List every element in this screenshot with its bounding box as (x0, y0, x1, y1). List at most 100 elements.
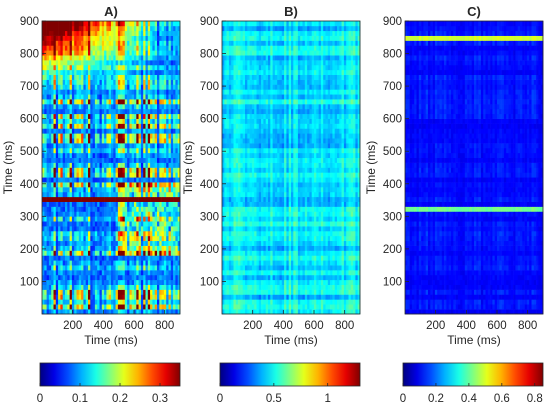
heatmap-cell (284, 265, 287, 271)
heatmap-cell (44, 270, 47, 276)
heatmap-cell (106, 255, 109, 261)
heatmap-cell (304, 255, 308, 261)
heatmap-cell (138, 94, 142, 100)
heatmap-cell (101, 99, 105, 105)
heatmap-cell (131, 74, 135, 80)
heatmap-cell (76, 196, 80, 202)
heatmap-cell (307, 206, 310, 212)
heatmap-cell (170, 133, 174, 139)
heatmap-cell (46, 201, 50, 207)
heatmap-cell (138, 309, 142, 315)
heatmap-cell (337, 270, 340, 276)
heatmap-cell (145, 265, 149, 271)
heatmap-cell (74, 172, 77, 178)
heatmap-cell (240, 226, 243, 232)
heatmap-cell (85, 187, 89, 193)
heatmap-cell (138, 206, 142, 212)
heatmap-cell (55, 113, 59, 119)
heatmap-cell (281, 304, 285, 310)
heatmap-cell (131, 235, 135, 242)
heatmap-cell (97, 250, 100, 256)
heatmap-cell (48, 172, 52, 178)
heatmap-cell (88, 30, 91, 36)
heatmap-cell (238, 279, 241, 285)
heatmap-cell (238, 299, 241, 305)
heatmap-cell (245, 235, 248, 242)
heatmap-cell (166, 250, 169, 256)
heatmap-cell (240, 201, 243, 207)
heatmap-cell (90, 235, 93, 242)
heatmap-cell (150, 64, 153, 71)
heatmap-cell (175, 230, 178, 237)
heatmap-cell (143, 128, 146, 134)
heatmap-cell (120, 123, 123, 129)
heatmap-cell (147, 191, 151, 198)
heatmap-cell (147, 64, 151, 71)
heatmap-cell (60, 201, 63, 207)
heatmap-cell (332, 284, 335, 290)
heatmap-cell (60, 147, 63, 154)
heatmap-cell (78, 240, 82, 246)
heatmap-cell (222, 309, 225, 315)
heatmap-cell (113, 128, 116, 134)
heatmap-cell (311, 206, 315, 212)
heatmap-cell (129, 35, 132, 41)
heatmap-cell (281, 211, 285, 217)
heatmap-cell (122, 196, 126, 202)
heatmap-cell (48, 245, 52, 251)
heatmap-cell (120, 221, 123, 227)
heatmap-cell (357, 270, 361, 276)
heatmap-cell (78, 89, 82, 95)
heatmap-cell (272, 226, 276, 232)
heatmap-cell (62, 21, 66, 27)
heatmap-cell (150, 79, 153, 85)
heatmap-cell (170, 60, 174, 66)
heatmap-cell (177, 206, 181, 212)
heatmap-cell (240, 255, 243, 261)
heatmap-cell (62, 177, 66, 183)
heatmap-cell (78, 196, 82, 202)
heatmap-cell (327, 226, 331, 232)
heatmap-cell (163, 40, 167, 46)
heatmap-cell (265, 201, 269, 207)
heatmap-cell (81, 240, 84, 246)
heatmap-cell (163, 304, 167, 310)
heatmap-cell (111, 187, 114, 193)
heatmap-cell (122, 138, 126, 144)
heatmap-cell (300, 289, 303, 295)
heatmap-cell (154, 74, 158, 80)
heatmap-cell (147, 50, 151, 56)
heatmap-cell (124, 250, 128, 256)
heatmap-cell (168, 21, 172, 27)
heatmap-cell (154, 284, 158, 290)
heatmap-cell (152, 40, 155, 46)
heatmap-cell (350, 284, 354, 290)
heatmap-cell (99, 255, 103, 261)
heatmap-cell (42, 89, 45, 95)
heatmap-cell (69, 167, 73, 173)
heatmap-cell (71, 123, 75, 129)
heatmap-cell (350, 279, 354, 285)
heatmap-cell (55, 69, 59, 76)
heatmap-cell (124, 304, 128, 310)
heatmap-cell (117, 230, 121, 237)
heatmap-cell (94, 99, 98, 105)
heatmap-cell (131, 309, 135, 315)
heatmap-cell (159, 40, 162, 46)
heatmap-cell (143, 230, 146, 237)
heatmap-cell (97, 226, 100, 232)
heatmap-cell (83, 167, 86, 173)
heatmap-cell (76, 304, 80, 310)
heatmap-cell (48, 279, 52, 285)
heatmap-cell (323, 294, 326, 300)
heatmap-cell (55, 245, 59, 251)
heatmap-cell (318, 309, 322, 315)
heatmap-cell (131, 128, 135, 134)
heatmap-cell (97, 284, 100, 290)
heatmap-cell (97, 274, 100, 281)
heatmap-cell (327, 211, 331, 217)
heatmap-cell (92, 196, 96, 202)
heatmap-cell (58, 206, 61, 212)
heatmap-cell (147, 206, 151, 212)
heatmap-cell (166, 226, 169, 232)
